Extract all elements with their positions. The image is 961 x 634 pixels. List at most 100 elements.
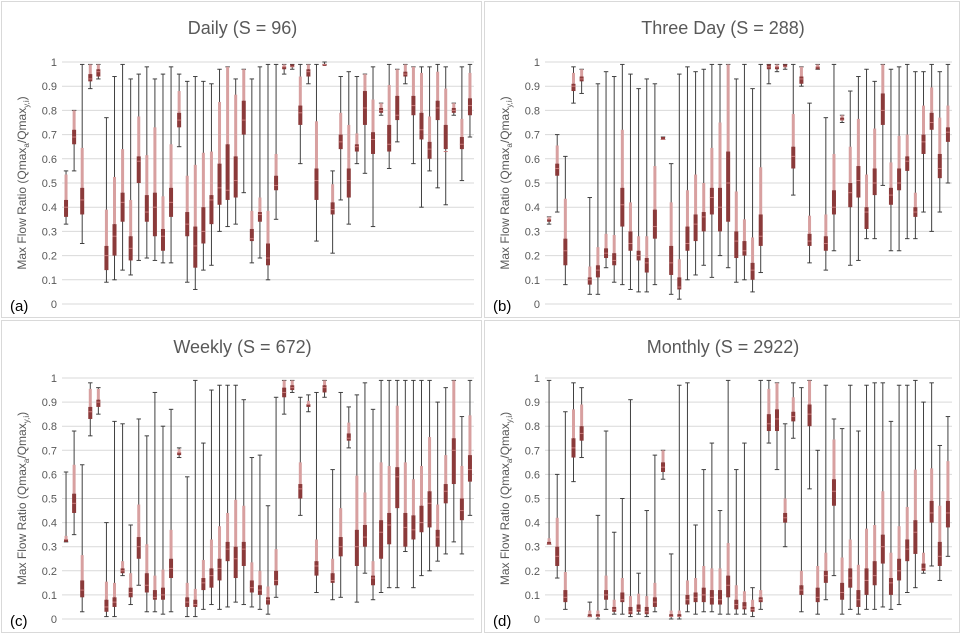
upper-range: [840, 557, 844, 583]
box-plot: [257, 66, 263, 259]
box-plot: [848, 90, 853, 266]
iqr-box: [371, 132, 376, 154]
iqr-box: [807, 233, 812, 246]
upper-range: [604, 575, 608, 591]
weekly-chart: Weekly (S = 672) 0 0.1 0.2 0.3 0.4 0.5 0.6 0.7 0.…: [10, 337, 474, 630]
box-plot: [913, 379, 918, 589]
box-plot: [791, 382, 796, 439]
iqr-box: [467, 455, 472, 482]
upper-range: [547, 538, 551, 542]
iqr-box: [209, 195, 214, 225]
iqr-box: [217, 558, 222, 581]
box-plot: [88, 382, 93, 437]
y-tick-label: 0.8: [42, 105, 57, 117]
y-tick-label: 0.5: [42, 178, 57, 190]
upper-range: [64, 535, 68, 540]
iqr-box: [872, 168, 877, 196]
y-axis-label: Max Flow Ratio (Qmaxa/Qmaxy,i): [498, 412, 514, 585]
box-plot: [193, 379, 198, 618]
iqr-box: [888, 578, 893, 595]
box-plot: [611, 531, 617, 615]
box-plot: [104, 117, 109, 283]
upper-range: [104, 581, 108, 600]
box-plot: [603, 430, 609, 610]
iqr-box: [620, 187, 625, 227]
box-plot: [782, 63, 788, 70]
box-plot: [459, 66, 465, 182]
upper-range: [637, 593, 641, 605]
box-plot: [896, 384, 902, 606]
upper-range: [791, 114, 795, 147]
iqr-box: [354, 529, 359, 566]
iqr-box: [856, 590, 861, 607]
box-plot: [120, 423, 125, 577]
upper-range: [250, 210, 254, 229]
upper-range: [177, 449, 181, 453]
upper-range: [596, 247, 600, 266]
y-tick-label: 0.9: [525, 81, 540, 93]
iqr-box: [945, 500, 950, 528]
box-plot: [945, 416, 951, 557]
box-plot: [766, 379, 772, 444]
upper-range: [234, 499, 238, 547]
upper-range: [718, 122, 722, 188]
iqr-box: [371, 575, 376, 586]
box-plot: [128, 524, 133, 606]
iqr-box: [644, 606, 649, 615]
iqr-box: [945, 127, 950, 142]
box-plot: [306, 394, 311, 413]
upper-range: [88, 64, 92, 75]
box-plot: [774, 63, 780, 73]
y-tick-label: 0: [51, 299, 57, 311]
y-tick-label: 0.6: [525, 469, 540, 481]
box-plot: [620, 498, 625, 615]
iqr-box: [225, 144, 230, 200]
upper-range: [201, 559, 205, 579]
box-plot: [595, 83, 601, 295]
box-plot: [701, 68, 706, 266]
box-plot: [322, 379, 327, 398]
box-plot: [750, 88, 755, 293]
iqr-box: [628, 606, 633, 615]
iqr-box: [555, 163, 560, 176]
iqr-box: [241, 100, 246, 135]
upper-range: [468, 415, 472, 456]
box-plot: [411, 66, 416, 165]
upper-range: [218, 101, 222, 164]
box-plot: [120, 63, 125, 271]
upper-range: [314, 121, 318, 169]
panel-monthly: Monthly (S = 2922) 0 0.1 0.2 0.3 0.4 0.5 0.6 0.7…: [484, 320, 960, 633]
iqr-box: [734, 231, 739, 259]
chart-title: Monthly (S = 2922): [647, 337, 800, 357]
upper-range: [64, 174, 68, 200]
box-plot: [823, 117, 829, 271]
upper-range: [209, 151, 213, 196]
upper-range: [930, 468, 934, 501]
iqr-box: [864, 207, 869, 229]
upper-range: [121, 561, 125, 569]
iqr-box: [937, 541, 942, 566]
iqr-box: [209, 568, 214, 588]
upper-range: [637, 236, 641, 251]
box-plot: [904, 63, 910, 240]
iqr-box: [395, 95, 400, 121]
upper-range: [153, 127, 157, 193]
y-tick-label: 0.7: [42, 130, 57, 142]
upper-range: [580, 404, 584, 427]
iqr-box: [387, 124, 392, 152]
box-plot: [265, 505, 271, 615]
iqr-box: [257, 212, 262, 222]
upper-range: [889, 552, 893, 579]
iqr-box: [112, 224, 117, 256]
upper-range: [832, 439, 836, 480]
upper-range: [913, 192, 917, 208]
three-day-chart: Three Day (S = 288) 0 0.1 0.2 0.3 0.4 0.5 0.6 0.…: [493, 18, 952, 315]
box-plot: [888, 68, 894, 252]
y-tick-label: 0.3: [42, 542, 57, 554]
upper-range: [161, 569, 165, 588]
box-plot: [314, 391, 319, 593]
box-plot: [823, 384, 829, 601]
upper-range: [452, 380, 456, 439]
upper-range: [563, 572, 567, 591]
daily-chart: Daily (S = 96) 0 0.1 0.2 0.3 0.4 0.5 0.6 0.7 0.8 0…: [10, 18, 474, 315]
